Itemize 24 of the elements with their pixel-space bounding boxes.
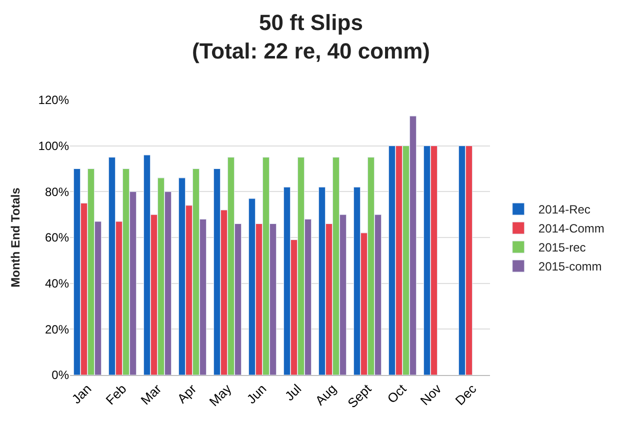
- x-tick-label: Aug: [312, 381, 340, 408]
- x-tick-label: Dec: [452, 380, 480, 408]
- y-tick-label: 80%: [44, 184, 70, 199]
- y-tick-label: 0%: [52, 368, 70, 382]
- y-tick-label: 120%: [38, 93, 70, 108]
- x-tick-label: Jun: [244, 381, 270, 407]
- legend-label: 2015-comm: [538, 260, 602, 274]
- legend-label: 2014-Rec: [538, 202, 590, 217]
- x-tick-label: Jul: [282, 381, 304, 404]
- x-tick-label: May: [206, 380, 235, 410]
- legend-label: 2015-rec: [538, 240, 586, 255]
- y-tick-label: 40%: [44, 276, 70, 291]
- x-tick-label: Oct: [384, 380, 410, 406]
- x-tick-label: Jan: [68, 381, 94, 407]
- y-tick-label: 20%: [44, 322, 70, 336]
- y-tick-label: 60%: [44, 230, 70, 245]
- x-tick-label: Nov: [417, 380, 445, 408]
- x-tick-label: Apr: [174, 380, 200, 406]
- y-axis-title: Month End Totals: [8, 187, 23, 288]
- y-tick-label: 100%: [38, 139, 70, 154]
- x-tick-label: Feb: [102, 381, 130, 408]
- legend-label: 2014-Comm: [538, 222, 604, 236]
- chart-title: 50 ft Slips (Total: 22 re, 40 comm): [192, 10, 430, 64]
- x-tick-label: Mar: [138, 380, 165, 408]
